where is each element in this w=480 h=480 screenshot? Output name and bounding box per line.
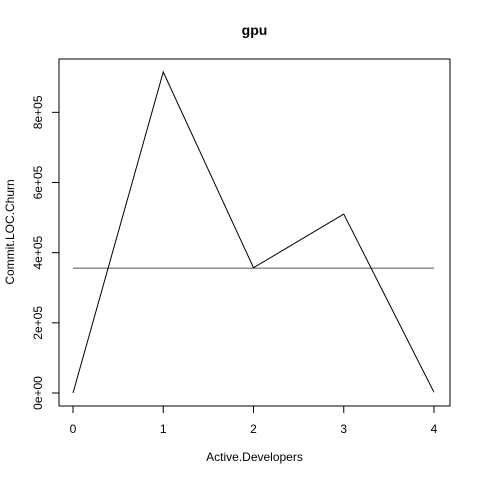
chart-title: gpu	[242, 22, 268, 38]
y-tick-label: 4e+05	[31, 235, 45, 269]
x-axis: 0 1 2 3 4	[70, 405, 438, 436]
series-line	[72, 70, 435, 394]
y-tick-label: 0e+00	[31, 376, 45, 410]
x-tick-label: 1	[160, 422, 167, 436]
x-tick-label: 4	[431, 422, 438, 436]
y-axis-label: Commit.LOC.Churn	[3, 179, 17, 284]
y-tick-label: 8e+05	[31, 95, 45, 129]
x-tick-label: 3	[340, 422, 347, 436]
x-axis-label: Active.Developers	[206, 450, 303, 464]
y-axis: 0e+00 2e+05 4e+05 6e+05 8e+05	[31, 95, 60, 410]
x-tick-label: 2	[250, 422, 257, 436]
y-tick-label: 2e+05	[31, 306, 45, 340]
y-tick-label: 6e+05	[31, 165, 45, 199]
data-points	[72, 71, 436, 395]
x-tick-label: 0	[70, 422, 77, 436]
